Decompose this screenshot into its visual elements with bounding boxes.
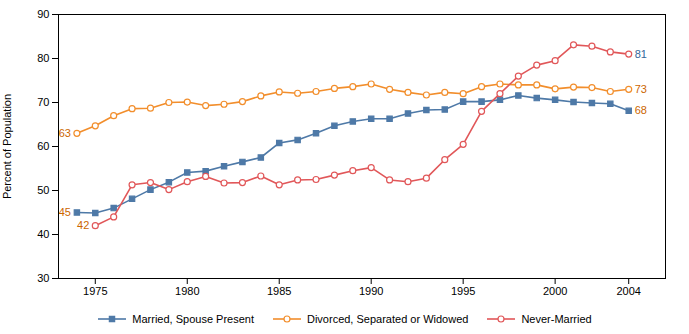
svg-text:73: 73	[635, 83, 647, 95]
svg-text:Percent of Population: Percent of Population	[1, 94, 13, 199]
svg-text:50: 50	[37, 184, 49, 196]
svg-text:1975: 1975	[83, 285, 107, 297]
svg-text:40: 40	[37, 228, 49, 240]
svg-text:1980: 1980	[175, 285, 199, 297]
html-text:Never-Married: Never-Married	[521, 313, 592, 325]
svg-text:90: 90	[37, 8, 49, 20]
svg-text:81: 81	[635, 48, 647, 60]
svg-text:1990: 1990	[359, 285, 383, 297]
svg-text:2004: 2004	[616, 285, 640, 297]
svg-text:60: 60	[37, 140, 49, 152]
svg-text:30: 30	[37, 272, 49, 284]
svg-text:80: 80	[37, 52, 49, 64]
svg-text:1995: 1995	[451, 285, 475, 297]
svg-text:2000: 2000	[543, 285, 567, 297]
svg-text:63: 63	[59, 127, 71, 139]
html-text:Divorced, Separated or Widowed: Divorced, Separated or Widowed	[307, 313, 469, 325]
svg-text:1985: 1985	[267, 285, 291, 297]
svg-text:45: 45	[59, 206, 71, 218]
svg-text:68: 68	[635, 104, 647, 116]
html-text:Married, Spouse Present: Married, Spouse Present	[132, 313, 254, 325]
svg-text:42: 42	[77, 219, 89, 231]
svg-text:70: 70	[37, 96, 49, 108]
